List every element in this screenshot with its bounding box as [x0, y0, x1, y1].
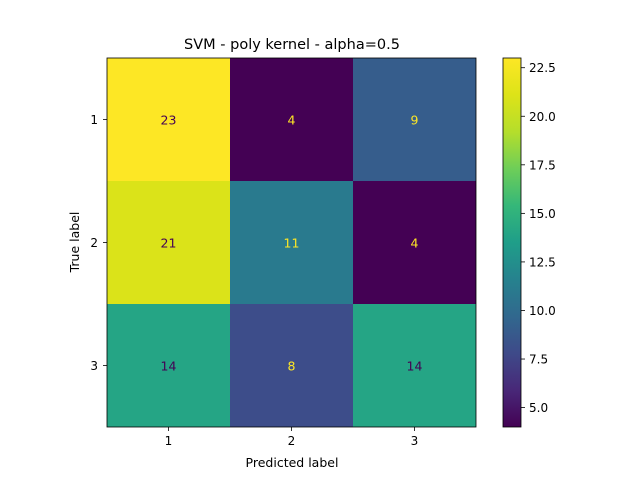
- heatmap-cell: [230, 181, 353, 304]
- x-tick-label: 3: [411, 434, 419, 448]
- colorbar-frame: [502, 57, 522, 428]
- cell-value-label: 9: [411, 113, 419, 128]
- x-tick-label: 1: [165, 434, 173, 448]
- colorbar-tick-label: 22.5: [529, 61, 556, 75]
- y-axis: 1 2 3: [90, 113, 107, 373]
- colorbar: 5.0 7.5 10.0 12.5 15.0 17.5 20.0 22.5: [502, 57, 556, 428]
- x-tick-label: 2: [288, 434, 296, 448]
- heatmap-cell: [107, 181, 230, 304]
- heatmap-cell: [230, 304, 353, 427]
- heatmap-cell: [353, 304, 476, 427]
- heatmap-cell: [230, 58, 353, 181]
- y-tick-label: 1: [90, 113, 98, 127]
- cell-value-label: 8: [288, 359, 296, 374]
- cell-value-label: 21: [161, 236, 177, 251]
- colorbar-tick-label: 12.5: [529, 255, 556, 269]
- heatmap-cell: [107, 304, 230, 427]
- cell-value-label: 23: [161, 113, 177, 128]
- cell-value-label: 4: [411, 236, 419, 251]
- cell-value-label: 14: [407, 359, 423, 374]
- heatmap-cell: [107, 58, 230, 181]
- x-axis: 1 2 3: [165, 427, 419, 448]
- colorbar-tick-label: 15.0: [529, 207, 556, 221]
- y-tick-label: 3: [90, 359, 98, 373]
- colorbar-tick-label: 7.5: [529, 353, 548, 367]
- colorbar-tick-label: 20.0: [529, 110, 556, 124]
- y-tick-label: 2: [90, 236, 98, 250]
- heatmap-cells: 23 4 9 21 11 4 14 8 14: [106, 57, 477, 428]
- heatmap-cell: [353, 181, 476, 304]
- colorbar-tick-label: 10.0: [529, 304, 556, 318]
- cell-value-label: 11: [284, 236, 300, 251]
- colorbar-tick-label: 5.0: [529, 401, 548, 415]
- y-axis-label: True label: [67, 212, 82, 274]
- cell-value-label: 4: [288, 113, 296, 128]
- cell-value-label: 14: [161, 359, 177, 374]
- colorbar-gradient: [503, 58, 521, 427]
- heatmap-cell: [353, 58, 476, 181]
- x-axis-label: Predicted label: [246, 455, 339, 470]
- chart-title: SVM - poly kernel - alpha=0.5: [184, 37, 400, 53]
- colorbar-tick-label: 17.5: [529, 158, 556, 172]
